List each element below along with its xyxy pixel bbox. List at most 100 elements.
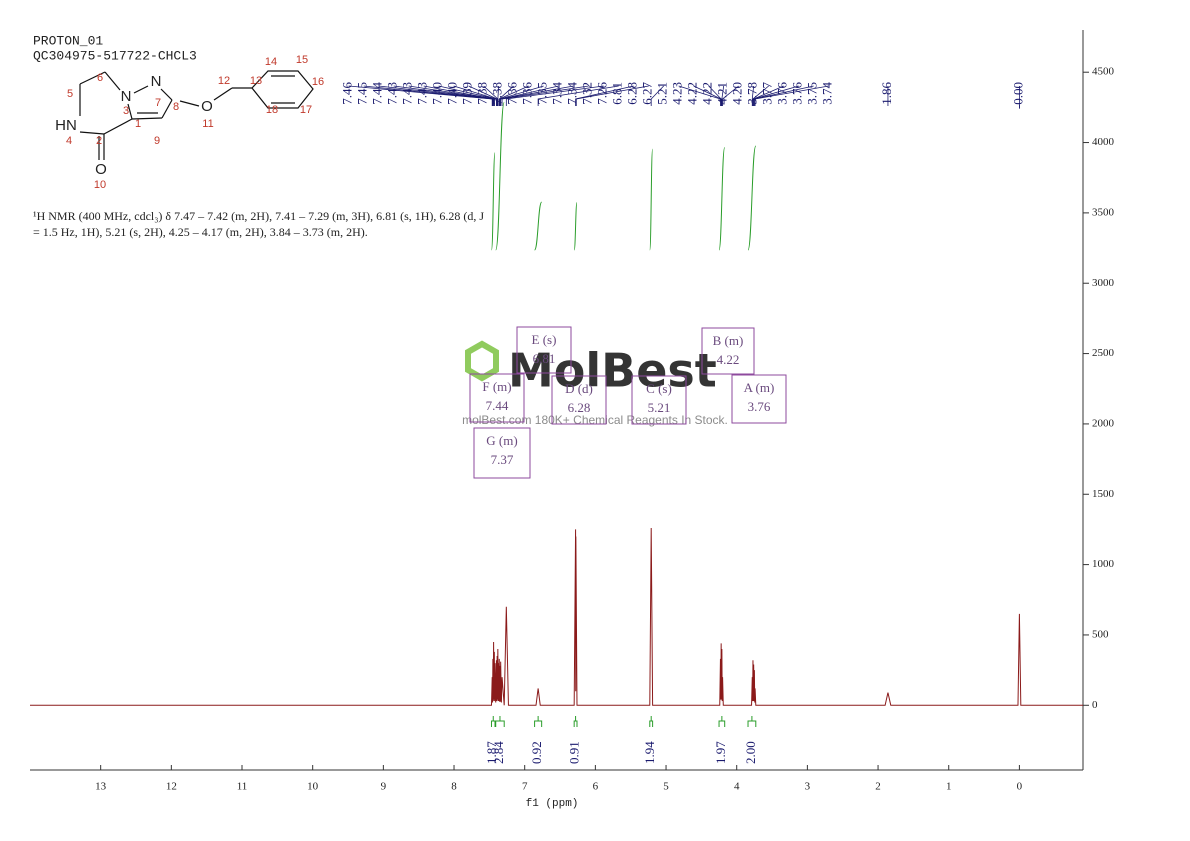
peak-label: 4.20 [730, 82, 745, 105]
multiplet-shift: 7.44 [486, 398, 509, 413]
multiplet-shift: 6.81 [533, 351, 556, 366]
peak-leader [423, 85, 495, 106]
integral-label: 1.97 [713, 741, 728, 764]
multiplet-name: E (s) [532, 332, 557, 347]
atom-number: 6 [97, 72, 103, 84]
x-tick-label: 11 [237, 781, 248, 793]
peak-leader [575, 85, 634, 106]
multiplet-box [551, 375, 607, 425]
atom-number: 4 [66, 135, 72, 147]
peak-label: 7.43 [415, 82, 430, 105]
peak-leader [722, 85, 739, 106]
integral-curve [747, 145, 757, 251]
peak-label: 7.40 [430, 82, 445, 105]
peak-leader [753, 85, 814, 106]
atom-number: 13 [250, 75, 262, 87]
x-axis-label: f1 (ppm) [526, 798, 579, 810]
multiplet-box [516, 326, 572, 374]
peak-label: 7.32 [580, 82, 595, 105]
integral-label: 1.87 [484, 741, 499, 764]
integral-curve [490, 152, 496, 251]
peak-label: 4.23 [670, 82, 685, 105]
y-tick-label: 1000 [1092, 558, 1115, 570]
y-tick-label: 1500 [1092, 488, 1115, 500]
description-line: = 1.5 Hz, 1H), 5.21 (s, 2H), 4.25 – 4.17… [33, 225, 368, 239]
integral-label: 2.84 [491, 741, 506, 764]
integral-bracket [573, 716, 578, 727]
peak-leader [721, 85, 725, 106]
atom-number: 10 [94, 179, 106, 191]
peak-leader [468, 85, 498, 106]
peak-leader [505, 85, 604, 106]
multiplet-box [731, 374, 787, 424]
multiplet-shift: 6.28 [568, 400, 591, 415]
x-tick-label: 13 [95, 781, 107, 793]
peak-label: 7.39 [460, 82, 475, 105]
x-tick-label: 4 [734, 781, 740, 793]
x-tick-label: 1 [946, 781, 952, 793]
x-tick-label: 8 [451, 781, 457, 793]
chart-title: PROTON_01 [33, 33, 103, 48]
multiplet-shift: 7.37 [491, 452, 514, 467]
atom-number: 17 [300, 104, 312, 116]
spectrum-line [30, 528, 1083, 706]
peak-leader [708, 85, 722, 106]
peak-leader [497, 85, 500, 106]
peak-label: 3.76 [790, 82, 805, 105]
multiplet-name: A (m) [744, 380, 775, 395]
peak-leader [499, 85, 544, 106]
x-tick-label: 6 [593, 781, 599, 793]
atom-number: 2 [96, 135, 102, 147]
x-tick-label: 5 [663, 781, 669, 793]
peak-leader [650, 85, 664, 106]
y-tick-label: 500 [1092, 628, 1109, 640]
integral-curve [573, 202, 578, 251]
atom-number: 18 [266, 104, 278, 116]
atom-label: O [201, 98, 213, 115]
y-tick-label: 4000 [1092, 136, 1115, 148]
integral-curve [718, 147, 726, 251]
atom-number: 1 [135, 118, 141, 130]
peak-label: 3.74 [820, 82, 835, 105]
peak-label: 6.81 [610, 82, 625, 105]
watermark-name: MolBest [508, 344, 717, 398]
peak-leader [751, 85, 755, 106]
integral-curve [534, 201, 543, 251]
multiplet-name: C (s) [646, 381, 672, 396]
peak-leader [500, 85, 574, 106]
peak-label: -0.00 [1010, 82, 1025, 109]
atom-label: HN [55, 117, 77, 134]
peak-label: 1.86 [879, 82, 894, 105]
peak-label: 6.27 [640, 82, 655, 105]
watermark-tagline: molBest.com 180K+ Chemical Reagents In S… [462, 413, 728, 427]
integral-bracket [649, 716, 654, 727]
y-tick-label: 2000 [1092, 417, 1115, 429]
atom-label: N [151, 73, 162, 90]
atom-label: O [95, 161, 107, 178]
atom-number: 9 [154, 135, 160, 147]
integral-curve [495, 101, 505, 251]
atom-label: N [121, 88, 132, 105]
atom-number: 7 [155, 97, 161, 109]
y-tick-label: 4500 [1092, 66, 1115, 78]
integral-bracket [718, 716, 726, 727]
integral-bracket [534, 716, 543, 727]
peak-label: 4.21 [715, 82, 730, 105]
x-tick-label: 7 [522, 781, 528, 793]
integral-curve [649, 148, 654, 251]
atom-number: 3 [123, 105, 129, 117]
peak-label: 7.44 [370, 82, 385, 105]
peak-leader [501, 85, 589, 106]
x-tick-label: 9 [381, 781, 387, 793]
peak-label: 7.43 [400, 82, 415, 105]
x-tick-label: 2 [875, 781, 881, 793]
peak-label: 7.40 [445, 82, 460, 105]
atom-number: 16 [312, 76, 324, 88]
integral-label: 2.00 [743, 741, 758, 764]
multiplet-name: F (m) [482, 379, 511, 394]
multiplet-shift: 3.76 [748, 399, 771, 414]
integral-label: 1.94 [642, 741, 657, 764]
peak-label: 7.38 [475, 82, 490, 105]
peak-label: 7.45 [355, 82, 370, 105]
y-tick-label: 3500 [1092, 206, 1115, 218]
